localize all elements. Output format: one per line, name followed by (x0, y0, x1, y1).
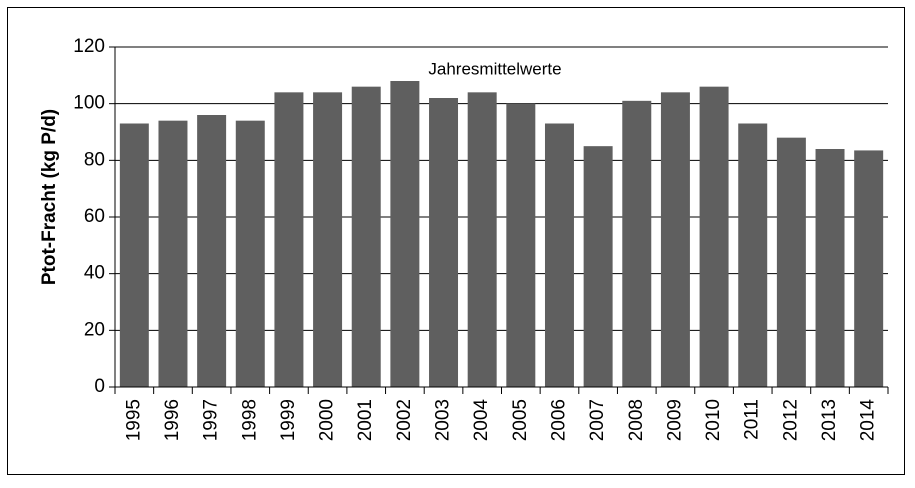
x-tick-label: 2007 (587, 399, 608, 441)
x-tick-label: 2000 (317, 399, 338, 441)
x-tick-label: 2004 (471, 399, 492, 442)
bar (429, 98, 459, 387)
y-tick-label: 120 (73, 36, 105, 57)
bar (390, 81, 420, 387)
bar (467, 92, 497, 387)
y-tick-label: 40 (84, 263, 105, 284)
bar (197, 115, 227, 387)
x-tick-label: 2002 (394, 399, 415, 441)
x-tick-label: 1997 (201, 399, 222, 441)
bar (506, 103, 536, 388)
x-tick-label: 1998 (239, 399, 260, 441)
y-tick-label: 100 (73, 93, 105, 114)
x-tick-label: 2001 (355, 399, 376, 441)
bar (313, 92, 343, 387)
x-tick-label: 2005 (510, 399, 531, 441)
bar (235, 120, 265, 388)
x-tick-label: 2006 (548, 399, 569, 441)
bar (738, 123, 768, 387)
y-axis-title: Ptot-Fracht (kg P/d) (39, 109, 60, 285)
y-tick-label: 80 (84, 149, 105, 170)
annotation: Jahresmittelwerte (428, 59, 561, 78)
bar (854, 150, 884, 387)
bar (622, 100, 652, 387)
x-tick-label: 2010 (703, 399, 724, 441)
bar (699, 86, 729, 388)
x-tick-label: 2008 (626, 399, 647, 441)
x-tick-label: 1999 (278, 399, 299, 441)
x-tick-label: 2013 (819, 399, 840, 441)
bar (119, 123, 149, 387)
x-tick-label: 2011 (742, 399, 763, 440)
x-tick-label: 2012 (780, 399, 801, 441)
bar (583, 146, 613, 387)
bar (544, 123, 574, 387)
bar (776, 137, 806, 387)
x-tick-label: 2014 (858, 399, 879, 442)
x-tick-label: 2009 (664, 399, 685, 441)
y-tick-label: 0 (94, 376, 105, 397)
bar (815, 149, 845, 387)
bar (158, 120, 188, 388)
bar (660, 92, 690, 387)
bar (351, 86, 381, 388)
x-tick-label: 1996 (162, 399, 183, 441)
y-tick-label: 20 (84, 319, 105, 340)
x-tick-label: 2003 (433, 399, 454, 441)
x-tick-label: 1995 (123, 399, 144, 441)
bar (274, 92, 304, 387)
y-tick-label: 60 (84, 206, 105, 227)
